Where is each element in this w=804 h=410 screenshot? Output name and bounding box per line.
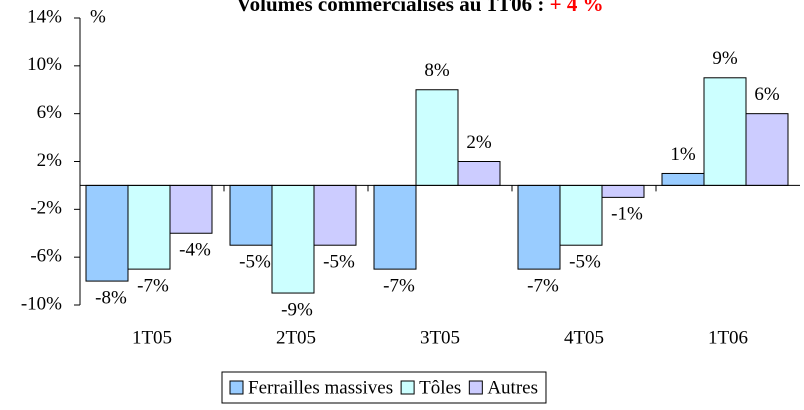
legend-label: Autres: [487, 377, 538, 398]
value-label: 6%: [754, 84, 780, 105]
y-unit-label: %: [90, 6, 106, 27]
legend-swatch: [229, 380, 244, 395]
value-label: -5%: [239, 252, 271, 273]
bar: [313, 184, 357, 246]
chart-title: Volumes commercialisés au 1T06 : + 4 %: [236, 0, 603, 16]
bar: [85, 184, 129, 282]
x-tick-label: 1T06: [708, 327, 748, 348]
legend-label: Tôles: [419, 377, 461, 398]
value-label: -1%: [611, 204, 643, 225]
x-tick-label: 2T05: [276, 327, 316, 348]
x-tick-label: 3T05: [420, 327, 460, 348]
bar: [457, 161, 501, 186]
value-label: -9%: [281, 299, 313, 320]
value-label: -8%: [95, 287, 127, 308]
title-highlight: + 4 %: [550, 0, 604, 16]
value-label: -7%: [137, 275, 169, 296]
value-label: 9%: [712, 48, 738, 69]
y-tick-label: 10%: [27, 54, 62, 75]
value-label: 2%: [466, 132, 492, 153]
y-tick-label: -6%: [30, 246, 62, 267]
value-label: 1%: [670, 144, 696, 165]
y-tick-label: 14%: [27, 6, 62, 27]
value-label: -5%: [569, 252, 601, 273]
bar: [601, 184, 645, 198]
x-tick-label: 4T05: [564, 327, 604, 348]
bar: [127, 184, 171, 270]
legend-box: [221, 371, 547, 404]
bar: [703, 77, 747, 186]
value-label: -5%: [323, 252, 355, 273]
title-main: Volumes commercialisés au 1T06 :: [236, 0, 544, 16]
value-label: 8%: [424, 60, 450, 81]
bar: [559, 184, 603, 246]
bar: [169, 184, 213, 234]
legend-swatch: [400, 380, 415, 395]
legend: Ferrailles massives Tôles Autres: [221, 371, 547, 404]
legend-label: Ferrailles massives: [248, 377, 393, 398]
value-label: -7%: [383, 275, 415, 296]
bar: [517, 184, 561, 270]
y-tick-label: 2%: [37, 150, 63, 171]
bar: [415, 89, 459, 186]
bar: [661, 172, 705, 186]
x-tick-label: 1T05: [132, 327, 172, 348]
legend-swatch: [468, 380, 483, 395]
bar: [373, 184, 417, 270]
bar: [271, 184, 315, 294]
bar: [229, 184, 273, 246]
value-label: -4%: [179, 240, 211, 261]
bar: [745, 113, 789, 186]
y-tick-label: -10%: [21, 293, 62, 314]
y-tick-label: -2%: [30, 198, 62, 219]
value-label: -7%: [527, 275, 559, 296]
y-tick-label: 6%: [37, 102, 63, 123]
